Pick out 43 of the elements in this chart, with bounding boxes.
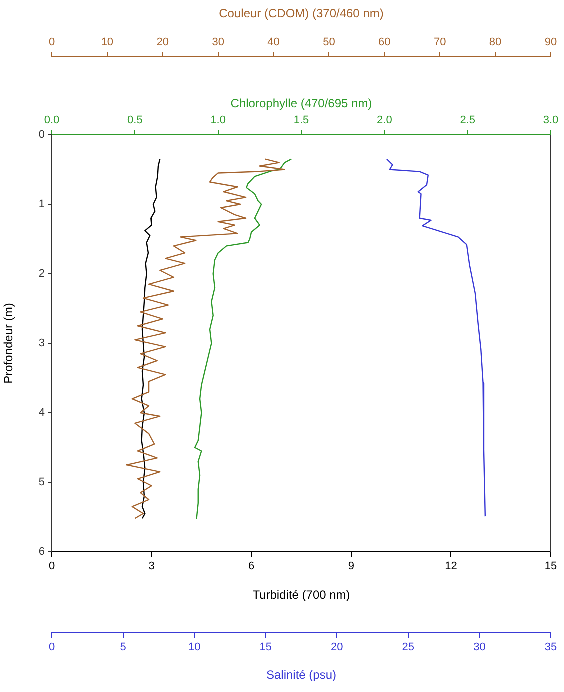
x2-tick-label: 3.0 <box>543 114 559 126</box>
x2-tick-label: 1.0 <box>210 114 226 126</box>
x-tick-label: 6 <box>248 560 255 573</box>
y-tick-label: 5 <box>38 476 45 489</box>
x2-tick-label: 0.5 <box>128 114 143 126</box>
y-tick-label: 6 <box>38 546 45 558</box>
x2-tick-label: 50 <box>323 36 336 48</box>
x2-tick-label: 2.0 <box>377 114 392 126</box>
x2-tick-label: 70 <box>434 36 446 48</box>
y-axis-title: Profondeur (m) <box>2 303 16 384</box>
x2-tick-label: 1.5 <box>294 114 310 126</box>
y-tick-label: 1 <box>38 198 45 211</box>
x-tick-label: 30 <box>474 642 486 654</box>
x2-tick-label: 0.0 <box>44 114 60 126</box>
x-tick-label: 0 <box>48 642 56 654</box>
x-tick-label: 3 <box>148 560 155 573</box>
x2-tick-label: 0 <box>48 36 56 48</box>
x-axis-title: Turbidité (700 nm) <box>252 588 350 602</box>
y-tick-label: 3 <box>38 338 45 350</box>
x-tick-label: 15 <box>260 642 272 654</box>
x-tick-label: 9 <box>348 560 354 573</box>
x-tick-label: 15 <box>544 560 558 573</box>
y-tick-label: 0 <box>38 129 45 142</box>
x-axis-title: Salinité (psu) <box>266 668 337 682</box>
x2-tick-label: 30 <box>212 36 224 48</box>
x2-tick-label: 90 <box>544 36 558 48</box>
x2-tick-label: 60 <box>378 36 391 48</box>
x-tick-label: 0 <box>48 560 56 573</box>
x2-axis-title: Chlorophylle (470/695 nm) <box>230 96 372 111</box>
x2-tick-label: 80 <box>489 36 502 48</box>
x-tick-label: 10 <box>188 642 201 654</box>
x-tick-label: 35 <box>544 642 558 654</box>
x-tick-label: 20 <box>331 642 344 654</box>
x-tick-label: 25 <box>402 642 415 654</box>
x2-axis-title: Couleur (CDOM) (370/460 nm) <box>219 6 384 21</box>
x2-tick-label: 40 <box>268 36 280 48</box>
x-tick-label: 5 <box>120 642 126 654</box>
x-tick-label: 12 <box>445 560 458 573</box>
y-tick-label: 4 <box>38 407 45 420</box>
y-tick-label: 2 <box>38 268 45 280</box>
x2-tick-label: 2.5 <box>460 114 476 126</box>
x2-tick-label: 20 <box>156 36 170 48</box>
x2-tick-label: 10 <box>101 36 114 48</box>
